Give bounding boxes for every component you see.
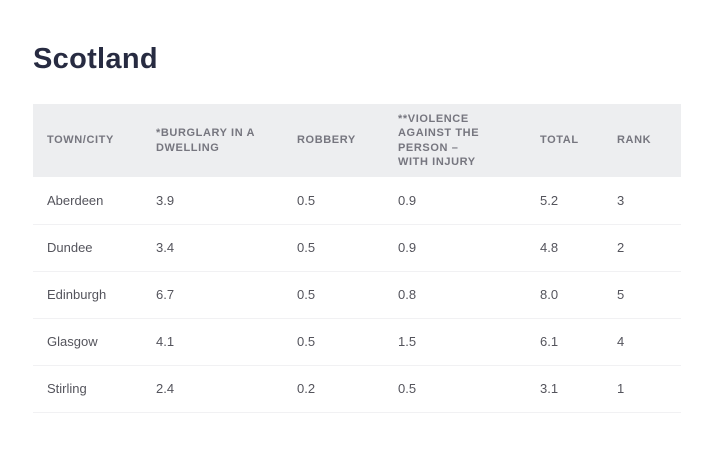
column-header-violence: **VIOLENCE AGAINST THE PERSON – WITH INJ… xyxy=(384,104,526,178)
cell-rank: 1 xyxy=(603,365,681,413)
table-row: Glasgow 4.1 0.5 1.5 6.1 4 xyxy=(33,318,681,366)
table-row: Edinburgh 6.7 0.5 0.8 8.0 5 xyxy=(33,271,681,319)
column-header-robbery: ROBBERY xyxy=(283,104,384,178)
column-header-burglary: *BURGLARY IN A DWELLING xyxy=(142,104,283,178)
cell-total: 6.1 xyxy=(526,318,603,366)
column-header-town-label: TOWN/CITY xyxy=(47,134,114,147)
cell-robbery: 0.5 xyxy=(283,224,384,272)
cell-robbery: 0.2 xyxy=(283,365,384,413)
cell-violence: 0.8 xyxy=(384,271,526,319)
table-header: TOWN/CITY *BURGLARY IN A DWELLING ROBBER… xyxy=(33,104,681,178)
header-row: TOWN/CITY *BURGLARY IN A DWELLING ROBBER… xyxy=(33,104,681,178)
crime-stats-table: TOWN/CITY *BURGLARY IN A DWELLING ROBBER… xyxy=(33,104,681,413)
cell-total: 5.2 xyxy=(526,177,603,225)
cell-total: 4.8 xyxy=(526,224,603,272)
column-header-violence-label: **VIOLENCE AGAINST THE PERSON – WITH INJ… xyxy=(398,113,480,168)
column-header-town: TOWN/CITY xyxy=(33,104,142,178)
cell-town: Edinburgh xyxy=(33,271,142,319)
stats-table-container: TOWN/CITY *BURGLARY IN A DWELLING ROBBER… xyxy=(33,104,681,413)
cell-burglary: 4.1 xyxy=(142,318,283,366)
cell-town: Dundee xyxy=(33,224,142,272)
cell-town: Glasgow xyxy=(33,318,142,366)
column-header-total: TOTAL xyxy=(526,104,603,178)
cell-town: Aberdeen xyxy=(33,177,142,225)
table-row: Aberdeen 3.9 0.5 0.9 5.2 3 xyxy=(33,177,681,225)
cell-violence: 1.5 xyxy=(384,318,526,366)
cell-rank: 3 xyxy=(603,177,681,225)
cell-total: 3.1 xyxy=(526,365,603,413)
column-header-burglary-label: *BURGLARY IN A DWELLING xyxy=(156,127,255,154)
column-header-rank: RANK xyxy=(603,104,681,178)
cell-burglary: 3.4 xyxy=(142,224,283,272)
cell-burglary: 3.9 xyxy=(142,177,283,225)
cell-robbery: 0.5 xyxy=(283,318,384,366)
table-body: Aberdeen 3.9 0.5 0.9 5.2 3 Dundee 3.4 0.… xyxy=(33,177,681,413)
column-header-rank-label: RANK xyxy=(617,134,652,147)
cell-burglary: 6.7 xyxy=(142,271,283,319)
cell-rank: 2 xyxy=(603,224,681,272)
cell-total: 8.0 xyxy=(526,271,603,319)
cell-violence: 0.5 xyxy=(384,365,526,413)
cell-robbery: 0.5 xyxy=(283,177,384,225)
page-title: Scotland xyxy=(33,43,158,75)
cell-violence: 0.9 xyxy=(384,177,526,225)
column-header-robbery-label: ROBBERY xyxy=(297,134,356,147)
table-row: Dundee 3.4 0.5 0.9 4.8 2 xyxy=(33,224,681,272)
cell-robbery: 0.5 xyxy=(283,271,384,319)
column-header-total-label: TOTAL xyxy=(540,134,579,147)
cell-rank: 5 xyxy=(603,271,681,319)
cell-rank: 4 xyxy=(603,318,681,366)
table-row: Stirling 2.4 0.2 0.5 3.1 1 xyxy=(33,365,681,413)
cell-town: Stirling xyxy=(33,365,142,413)
cell-burglary: 2.4 xyxy=(142,365,283,413)
cell-violence: 0.9 xyxy=(384,224,526,272)
